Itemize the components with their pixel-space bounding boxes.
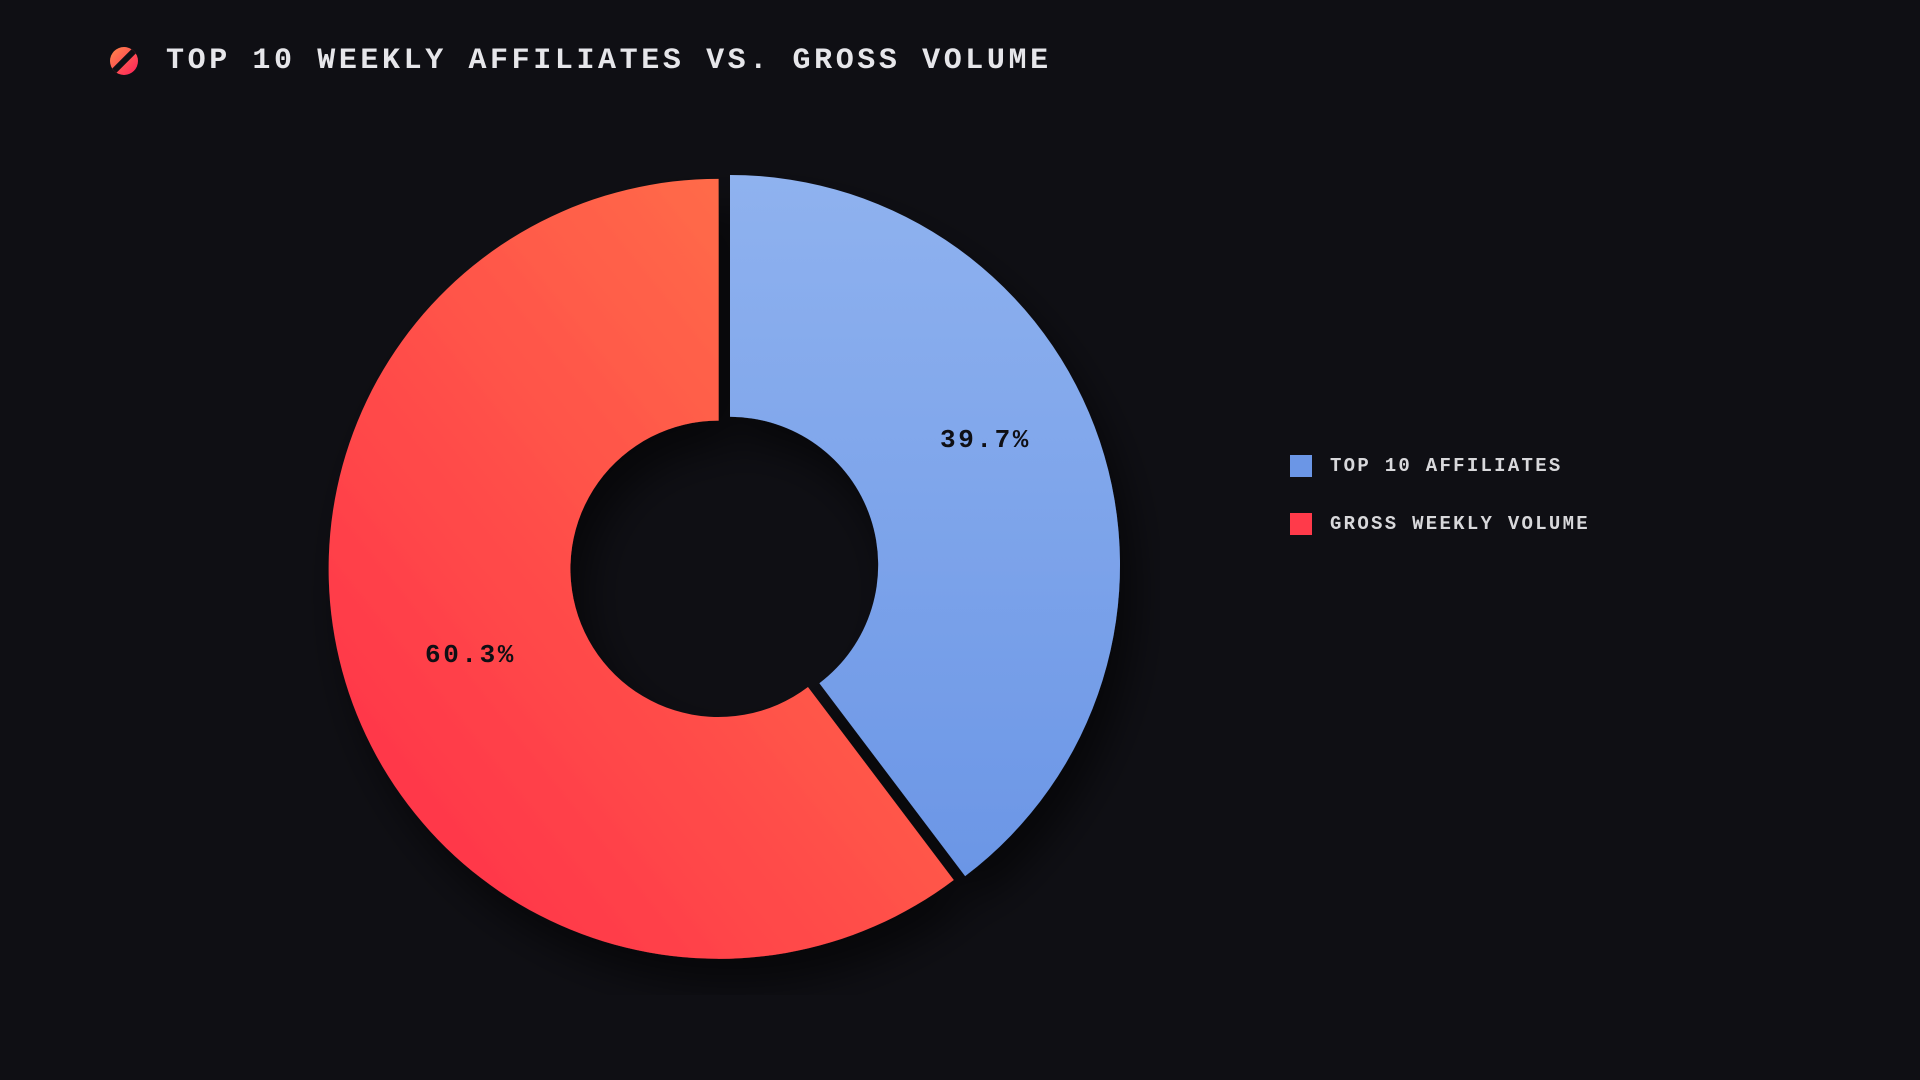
donut-chart: 39.7% 60.3% xyxy=(300,135,1160,995)
legend-item: TOP 10 AFFILIATES xyxy=(1290,455,1590,477)
legend-label: TOP 10 AFFILIATES xyxy=(1330,455,1563,477)
legend-swatch-icon xyxy=(1290,455,1312,477)
slice-label-top10: 39.7% xyxy=(940,425,1031,455)
legend-item: GROSS WEEKLY VOLUME xyxy=(1290,513,1590,535)
legend-label: GROSS WEEKLY VOLUME xyxy=(1330,513,1590,535)
page-title: TOP 10 WEEKLY AFFILIATES VS. GROSS VOLUM… xyxy=(166,44,1052,78)
slice-label-gross: 60.3% xyxy=(425,640,516,670)
legend: TOP 10 AFFILIATES GROSS WEEKLY VOLUME xyxy=(1290,455,1590,535)
header: TOP 10 WEEKLY AFFILIATES VS. GROSS VOLUM… xyxy=(108,44,1052,78)
legend-swatch-icon xyxy=(1290,513,1312,535)
brand-badge-icon xyxy=(108,45,140,77)
